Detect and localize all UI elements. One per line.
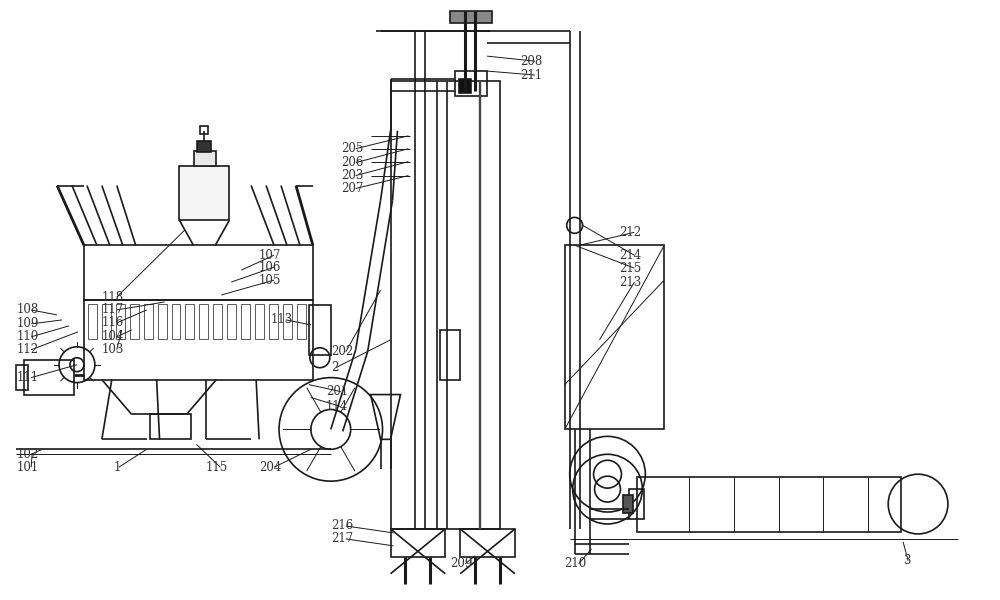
Bar xyxy=(84,300,313,380)
Bar xyxy=(213,304,222,339)
Bar xyxy=(158,304,167,339)
Bar xyxy=(179,166,229,220)
Text: 114: 114 xyxy=(326,400,348,413)
Bar xyxy=(391,81,500,529)
Bar xyxy=(144,304,153,339)
Text: 3: 3 xyxy=(903,554,911,567)
Bar xyxy=(194,151,216,166)
Text: 111: 111 xyxy=(16,371,38,384)
Text: 116: 116 xyxy=(102,316,124,329)
Text: 216: 216 xyxy=(331,520,353,532)
Bar xyxy=(440,330,460,380)
Text: 203: 203 xyxy=(341,169,363,182)
Text: 201: 201 xyxy=(326,385,348,398)
Bar xyxy=(185,304,194,339)
Bar xyxy=(16,365,28,389)
Text: 215: 215 xyxy=(619,262,642,275)
Text: 210: 210 xyxy=(564,557,586,570)
Bar xyxy=(102,304,111,339)
Text: 202: 202 xyxy=(331,345,353,358)
Bar xyxy=(84,245,313,300)
Text: 208: 208 xyxy=(520,55,542,68)
Text: 108: 108 xyxy=(16,304,39,316)
Text: 115: 115 xyxy=(205,461,228,474)
Bar xyxy=(283,304,292,339)
Text: 2: 2 xyxy=(331,361,338,374)
Text: 109: 109 xyxy=(16,317,39,331)
Text: 212: 212 xyxy=(619,226,642,239)
Bar xyxy=(450,11,492,23)
Text: 217: 217 xyxy=(331,532,353,545)
Text: 118: 118 xyxy=(102,290,124,304)
Bar xyxy=(455,71,487,96)
Text: 209: 209 xyxy=(450,557,473,570)
Text: 105: 105 xyxy=(259,274,281,287)
Bar xyxy=(309,305,331,355)
Bar xyxy=(269,304,278,339)
Bar xyxy=(629,489,644,519)
Bar xyxy=(241,304,250,339)
Bar xyxy=(130,304,139,339)
Bar xyxy=(88,304,97,339)
Text: 1: 1 xyxy=(114,461,121,474)
Bar xyxy=(227,304,236,339)
Text: 106: 106 xyxy=(259,260,281,274)
Text: 117: 117 xyxy=(102,304,124,316)
Text: 204: 204 xyxy=(259,461,281,474)
Bar xyxy=(200,126,208,134)
Bar xyxy=(459,79,471,93)
Text: 113: 113 xyxy=(271,313,293,326)
Text: 211: 211 xyxy=(520,68,542,82)
Text: 205: 205 xyxy=(341,142,363,155)
Text: 207: 207 xyxy=(341,182,363,195)
Bar xyxy=(116,304,125,339)
Bar xyxy=(637,477,901,532)
Bar xyxy=(460,529,515,557)
Text: 107: 107 xyxy=(259,249,281,262)
Bar xyxy=(391,529,445,557)
Text: 104: 104 xyxy=(102,331,124,343)
Bar xyxy=(197,141,211,152)
Text: 213: 213 xyxy=(619,275,642,289)
Text: 206: 206 xyxy=(341,156,363,169)
Text: 102: 102 xyxy=(16,448,39,461)
Bar xyxy=(623,495,633,513)
Bar xyxy=(199,304,208,339)
Bar xyxy=(24,360,74,395)
Bar xyxy=(255,304,264,339)
Text: 103: 103 xyxy=(102,343,124,356)
Text: 214: 214 xyxy=(619,249,642,262)
Bar xyxy=(150,415,191,439)
Text: 110: 110 xyxy=(16,331,39,343)
Bar xyxy=(172,304,180,339)
Bar xyxy=(565,245,664,430)
Text: 112: 112 xyxy=(16,343,38,356)
Bar xyxy=(297,304,306,339)
Text: 101: 101 xyxy=(16,461,39,474)
